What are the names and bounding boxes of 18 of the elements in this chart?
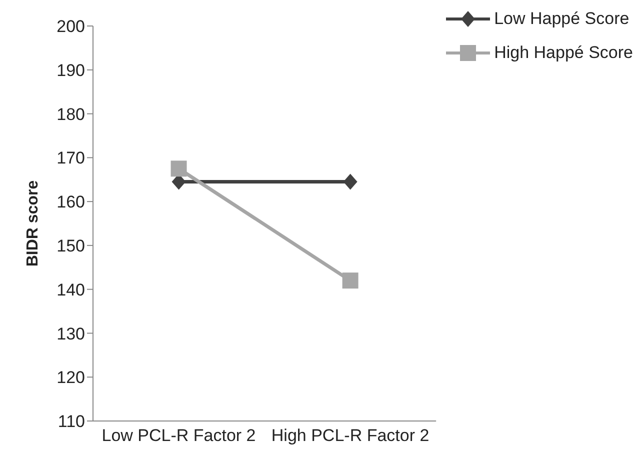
y-tick-label: 150 <box>56 236 85 256</box>
x-tick-label: Low PCL-R Factor 2 <box>102 426 256 446</box>
y-tick-label: 140 <box>56 280 85 300</box>
legend-label: High Happé Score <box>494 43 633 63</box>
legend-label: Low Happé Score <box>494 9 630 29</box>
y-tick-label: 130 <box>56 324 85 344</box>
y-axis-title: BIDR score <box>24 180 42 267</box>
y-tick-label: 200 <box>56 17 85 36</box>
y-tick-label: 160 <box>56 192 85 212</box>
point <box>343 174 358 190</box>
y-tick-label: 170 <box>56 148 85 168</box>
y-tick-label: 120 <box>56 368 85 388</box>
point <box>170 160 187 177</box>
y-tick-label: 110 <box>58 412 85 432</box>
y-tick-label: 180 <box>56 104 85 124</box>
point <box>342 272 358 289</box>
x-tick-label: High PCL-R Factor 2 <box>271 426 430 446</box>
y-tick-label: 190 <box>56 60 85 80</box>
